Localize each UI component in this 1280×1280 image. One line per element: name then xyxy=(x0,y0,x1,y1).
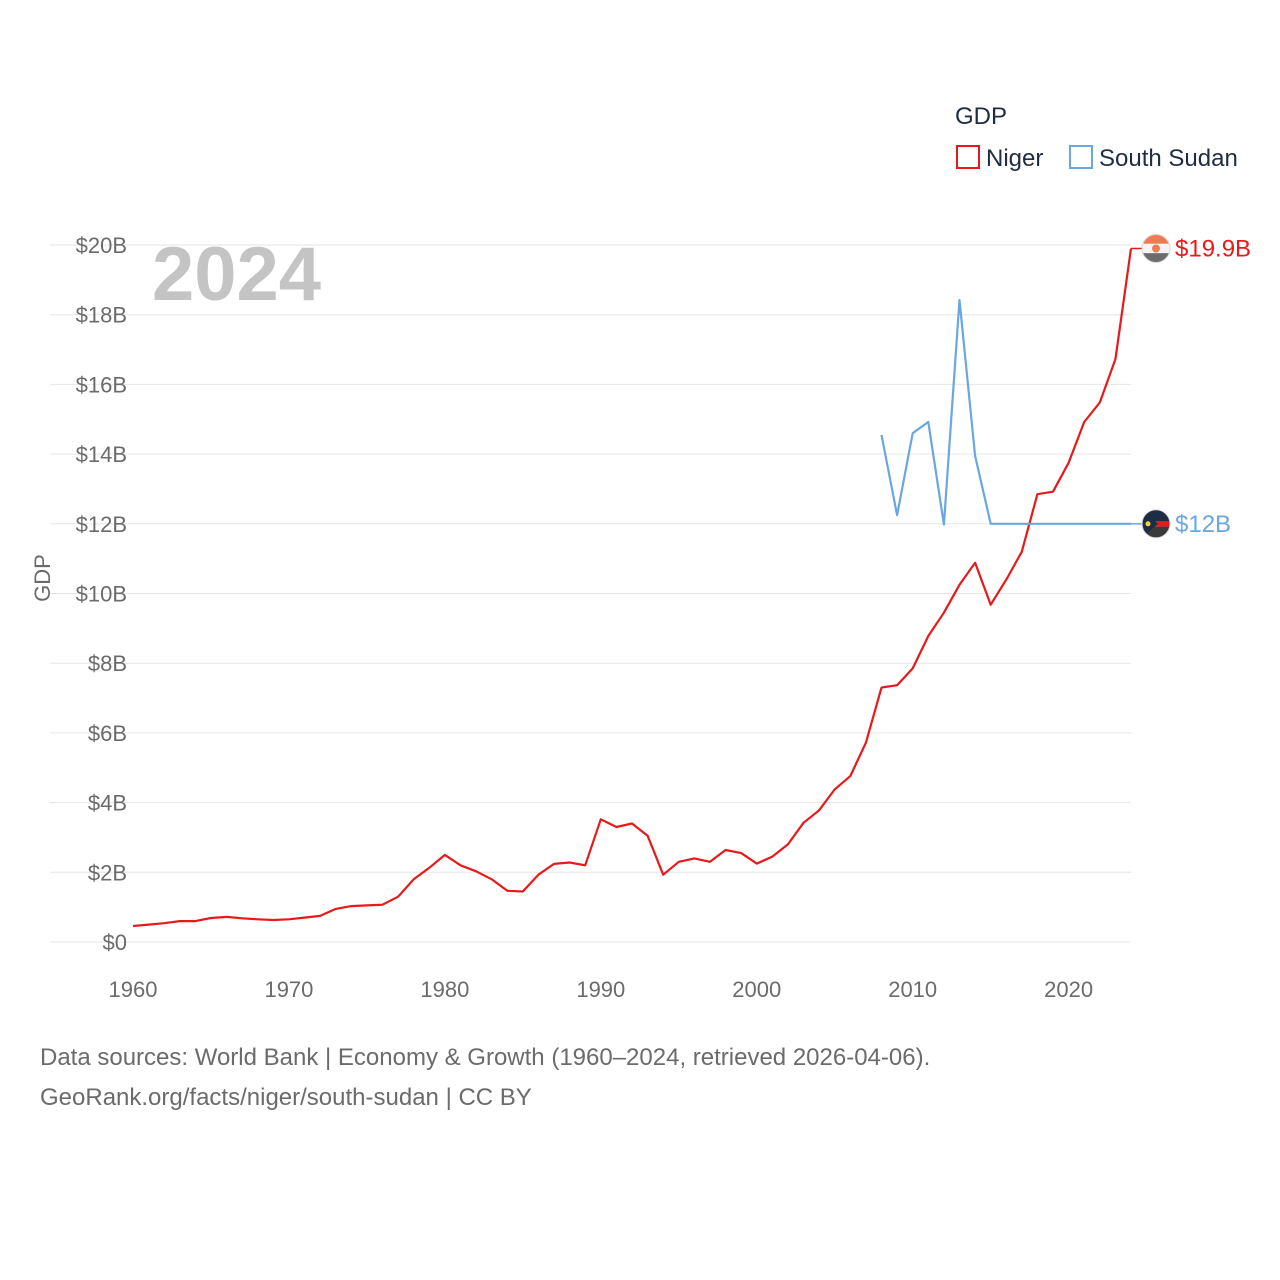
series-line-south-sudan xyxy=(880,299,1131,526)
series-end-markers: $19.9B $12B xyxy=(1131,233,1251,539)
legend-title: GDP xyxy=(955,103,1007,130)
gridlines xyxy=(50,244,1131,943)
y-tick-label: $2B xyxy=(88,860,127,885)
legend-swatch-niger xyxy=(956,145,980,169)
legend-swatch-south-sudan xyxy=(1069,145,1093,169)
series-lines xyxy=(132,248,1133,928)
y-tick-label: $18B xyxy=(76,303,127,328)
y-axis-title: GDP xyxy=(30,554,55,602)
legend: GDP Niger South Sudan xyxy=(955,103,1238,172)
legend-item-niger[interactable]: Niger xyxy=(956,145,1043,172)
y-tick-label: $6B xyxy=(88,721,127,746)
x-tick-label: 2020 xyxy=(1044,977,1093,1002)
legend-item-south-sudan[interactable]: South Sudan xyxy=(1069,145,1238,172)
y-tick-label: $4B xyxy=(88,791,127,816)
x-tick-label: 2010 xyxy=(888,977,937,1002)
y-tick-label: $14B xyxy=(76,442,127,467)
y-axis-ticks: $0 $2B $4B $6B $8B $10B $12B $14B $16B $18B $20B xyxy=(76,233,127,955)
niger-flag-icon xyxy=(1141,233,1171,263)
y-tick-label: $20B xyxy=(76,233,127,258)
legend-label-niger: Niger xyxy=(986,145,1043,172)
x-axis-ticks: 1960 1970 1980 1990 2000 2010 2020 xyxy=(109,977,1094,1002)
end-value-label-south-sudan: $12B xyxy=(1175,511,1231,538)
end-value-label-niger: $19.9B xyxy=(1175,235,1251,262)
y-tick-label: $12B xyxy=(76,512,127,537)
year-label: 2024 xyxy=(152,232,321,317)
y-tick-label: $0 xyxy=(103,930,127,955)
y-tick-label: $16B xyxy=(76,372,127,397)
y-tick-label: $10B xyxy=(76,582,127,607)
series-line-niger xyxy=(132,248,1133,928)
x-tick-label: 2000 xyxy=(732,977,781,1002)
x-tick-label: 1970 xyxy=(264,977,313,1002)
y-tick-label: $8B xyxy=(88,651,127,676)
footer-sources: Data sources: World Bank | Economy & Gro… xyxy=(40,1044,931,1071)
x-tick-label: 1980 xyxy=(420,977,469,1002)
south-sudan-flag-icon xyxy=(1141,509,1171,539)
legend-label-south-sudan: South Sudan xyxy=(1099,145,1238,172)
x-tick-label: 1960 xyxy=(109,977,158,1002)
x-tick-label: 1990 xyxy=(576,977,625,1002)
footer-attribution: GeoRank.org/facts/niger/south-sudan | CC… xyxy=(40,1084,532,1111)
